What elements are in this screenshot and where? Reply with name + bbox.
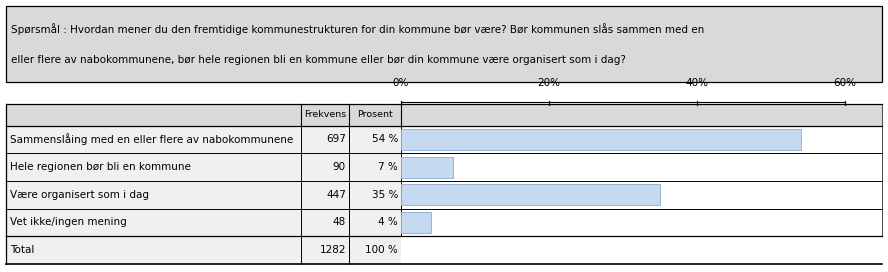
Text: Hele regionen bør bli en kommune: Hele regionen bør bli en kommune: [10, 162, 191, 172]
Bar: [6, 181, 401, 209]
Text: 100 %: 100 %: [365, 245, 398, 255]
Text: 697: 697: [326, 134, 346, 144]
Text: 90: 90: [333, 162, 346, 172]
Bar: [401, 129, 801, 150]
Bar: [6, 126, 401, 153]
Text: Spørsmål : Hvordan mener du den fremtidige kommunestrukturen for din kommune bør: Spørsmål : Hvordan mener du den fremtidi…: [11, 23, 704, 35]
Text: Vet ikke/ingen mening: Vet ikke/ingen mening: [10, 218, 127, 227]
Text: 54 %: 54 %: [371, 134, 398, 144]
Text: 60%: 60%: [834, 78, 857, 88]
Text: 0%: 0%: [392, 78, 409, 88]
Bar: [6, 236, 401, 264]
Text: Være organisert som i dag: Være organisert som i dag: [10, 190, 149, 200]
Text: 48: 48: [333, 218, 346, 227]
Text: Sammenslåing med en eller flere av nabokommunene: Sammenslåing med en eller flere av nabok…: [10, 134, 293, 146]
Bar: [401, 212, 431, 233]
Bar: [6, 209, 401, 236]
Text: 447: 447: [326, 190, 346, 200]
Bar: [401, 184, 660, 205]
Text: Frekvens: Frekvens: [304, 110, 346, 119]
Bar: [6, 153, 401, 181]
Bar: [401, 157, 453, 178]
Text: Total: Total: [10, 245, 35, 255]
Text: 40%: 40%: [686, 78, 709, 88]
Text: 7 %: 7 %: [378, 162, 398, 172]
Text: 20%: 20%: [537, 78, 560, 88]
Text: Prosent: Prosent: [357, 110, 392, 119]
Bar: [6, 6, 882, 82]
Text: 35 %: 35 %: [371, 190, 398, 200]
Text: 4 %: 4 %: [378, 218, 398, 227]
Bar: [6, 104, 882, 126]
Text: 1282: 1282: [320, 245, 346, 255]
Text: eller flere av nabokommunene, bør hele regionen bli en kommune eller bør din kom: eller flere av nabokommunene, bør hele r…: [11, 55, 626, 66]
